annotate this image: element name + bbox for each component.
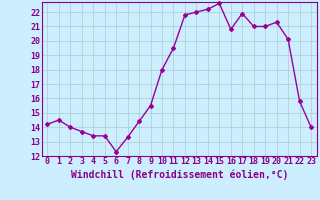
- X-axis label: Windchill (Refroidissement éolien,°C): Windchill (Refroidissement éolien,°C): [70, 169, 288, 180]
